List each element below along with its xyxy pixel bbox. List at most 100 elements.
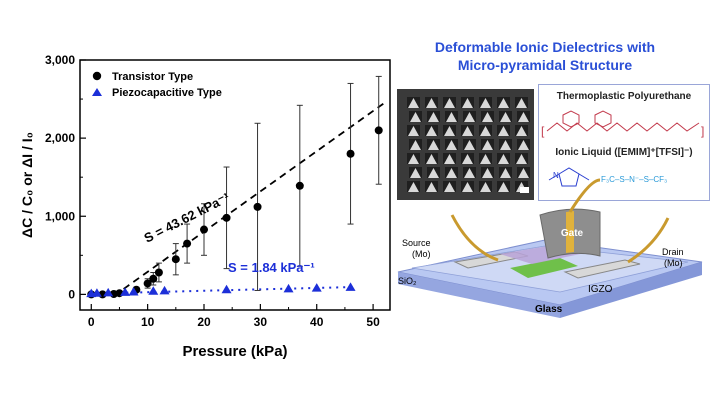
pyramid xyxy=(426,126,437,136)
transistor-point xyxy=(149,274,158,283)
source-probe xyxy=(450,214,499,262)
piezo-point xyxy=(91,288,102,297)
pyramid xyxy=(408,126,419,136)
piezo-point xyxy=(221,284,232,294)
pyramid xyxy=(464,140,475,150)
x-tick-label: 30 xyxy=(254,315,268,329)
igzo-label: IGZO xyxy=(588,284,613,295)
ionic-liquid-label: Ionic Liquid ([EMIM]⁺[TFSI]⁻) xyxy=(555,147,693,158)
pyramid xyxy=(428,168,439,178)
pyramid xyxy=(446,140,457,150)
legend-label-piezo: Piezocapacitive Type xyxy=(112,87,222,99)
pyramid xyxy=(482,168,493,178)
scale-bar xyxy=(520,187,529,193)
drain-probe xyxy=(627,217,670,264)
glass-substrate-front xyxy=(398,272,560,318)
glass-label: Glass xyxy=(535,304,563,315)
pyramid xyxy=(518,140,529,150)
plot-frame xyxy=(79,59,391,311)
gate-stripe xyxy=(566,211,574,253)
source-material-label: (Mo) xyxy=(412,249,431,259)
drain-material-label: (Mo) xyxy=(664,258,683,268)
piezo-slope-label: S = 1.84 kPa⁻¹ xyxy=(228,260,315,275)
legend-marker-piezo xyxy=(92,88,102,96)
x-tick-label: 0 xyxy=(88,315,95,329)
chemical-structure-panel: Thermoplastic Polyurethane [ ] Ionic Liq… xyxy=(538,84,710,201)
x-axis-label: Pressure (kPa) xyxy=(182,343,287,360)
svg-text:]: ] xyxy=(701,124,704,138)
transistor-point xyxy=(143,279,152,288)
drain-label: Drain xyxy=(662,247,684,257)
transistor-point xyxy=(253,202,262,211)
pyramid xyxy=(498,126,509,136)
pyramid xyxy=(518,112,529,122)
pyramid xyxy=(500,168,511,178)
pyramid xyxy=(464,112,475,122)
pyramid xyxy=(410,140,421,150)
axes-group: 0 10 20 30 40 50 0 1,000 2,000 3,000 xyxy=(45,53,380,329)
data-marks xyxy=(86,75,383,299)
pyramid xyxy=(446,168,457,178)
transistor-point xyxy=(346,149,355,158)
pyramid xyxy=(518,168,529,178)
x-tick-label: 20 xyxy=(197,315,211,329)
pyramid xyxy=(444,98,455,108)
polymer-label: Thermoplastic Polyurethane xyxy=(556,91,692,102)
pyramid xyxy=(444,182,455,192)
x-tick-label: 10 xyxy=(141,315,155,329)
transistor-point xyxy=(154,268,163,277)
pyramid xyxy=(428,112,439,122)
y-tick-label: 0 xyxy=(68,287,75,301)
glass-substrate xyxy=(397,239,703,306)
transistor-point xyxy=(295,181,304,190)
y-tick-label: 1,000 xyxy=(45,209,75,223)
sem-micrograph xyxy=(397,89,534,200)
pyramid xyxy=(480,126,491,136)
pyramid xyxy=(408,98,419,108)
y-tick-label: 2,000 xyxy=(45,131,75,145)
pyramid xyxy=(498,98,509,108)
pyramid xyxy=(462,126,473,136)
y-axis-label: ΔC / C₀ or ΔI / I₀ xyxy=(19,132,35,238)
pyramid xyxy=(462,98,473,108)
pyramid xyxy=(500,140,511,150)
piezo-point xyxy=(345,282,356,291)
pyramid xyxy=(498,182,509,192)
pyramid xyxy=(410,112,421,122)
pyramid xyxy=(464,168,475,178)
pyramid xyxy=(426,154,437,164)
source-electrode xyxy=(453,251,529,269)
pyramid xyxy=(446,112,457,122)
tfsi-anion-label: F₃C–S–N⁻–S–CF₃ xyxy=(601,175,667,184)
figure-title: Deformable Ionic Dielectrics with Micro-… xyxy=(400,38,690,74)
transistor-fit-line xyxy=(113,102,385,297)
pyramid xyxy=(516,154,527,164)
pyramid xyxy=(426,98,437,108)
pyramid xyxy=(410,168,421,178)
pyramid xyxy=(426,182,437,192)
gate-film xyxy=(539,208,601,259)
transistor-point xyxy=(200,225,208,234)
gate-label: Gate xyxy=(561,228,584,239)
piezo-point xyxy=(159,285,170,295)
pyramid xyxy=(482,112,493,122)
pyramid xyxy=(428,140,439,150)
transistor-point xyxy=(171,255,180,264)
pyramid xyxy=(500,112,511,122)
fit-lines xyxy=(91,102,385,297)
transistor-point xyxy=(183,239,192,248)
pyramid-array-image xyxy=(407,97,530,193)
ionic-dielectric-layer xyxy=(500,244,590,264)
drain-electrode xyxy=(563,259,641,279)
legend-marker-transistor xyxy=(92,71,102,81)
pyramid xyxy=(480,182,491,192)
piezo-point xyxy=(103,287,114,297)
piezo-point xyxy=(148,286,159,295)
ionic-liquid-structure: N F₃C–S–N⁻–S–CF₃ xyxy=(548,167,667,187)
x-tick-label: 40 xyxy=(310,315,324,329)
pyramid xyxy=(408,182,419,192)
piezo-point xyxy=(120,287,131,296)
source-label: Source xyxy=(402,238,431,248)
sio2-layer xyxy=(411,245,689,293)
pyramid xyxy=(462,182,473,192)
